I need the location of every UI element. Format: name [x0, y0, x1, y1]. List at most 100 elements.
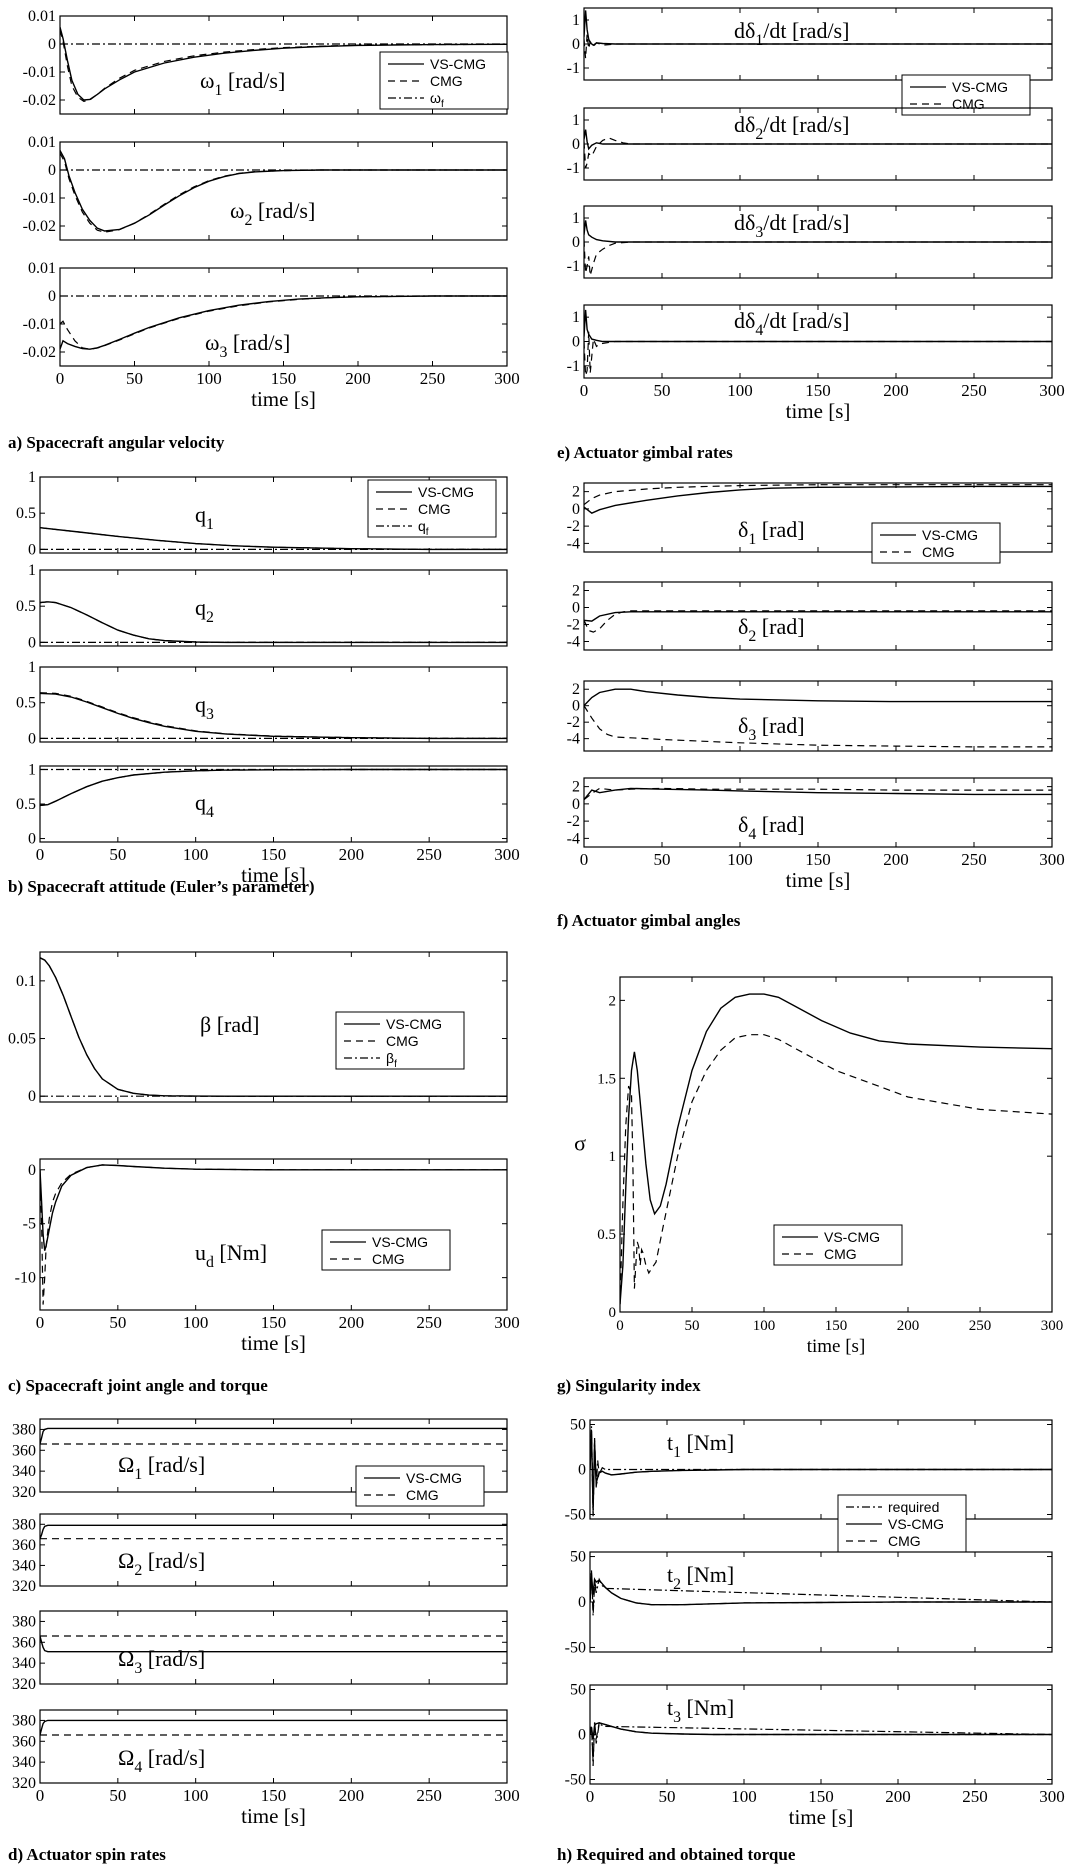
chart-d3: 380 360 340 320 Ω3 [rad/s]: [12, 1610, 508, 1693]
caption-d: d) Actuator spin rates: [8, 1845, 166, 1864]
plot-frame: [39, 1610, 508, 1685]
panel-quantity-label: q4: [195, 790, 214, 821]
y-tick-label: -10: [15, 1270, 36, 1287]
plot-frame: [583, 680, 1053, 752]
y-tick-label: -4: [567, 731, 580, 748]
x-tick-label: 100: [727, 381, 753, 400]
x-tick-label: 150: [805, 850, 831, 869]
panel-quantity-label: δ3 [rad]: [738, 713, 805, 744]
series-line-vs-cmg: [584, 611, 1052, 622]
y-tick-label: 2: [572, 681, 580, 698]
x-tick-label: 200: [883, 850, 909, 869]
y-tick-label: -1: [567, 258, 580, 275]
panel-quantity-label: δ2 [rad]: [738, 614, 805, 645]
legend-box: [773, 1224, 903, 1266]
y-tick-label: 1: [28, 659, 36, 676]
y-tick-label: -2: [567, 714, 580, 731]
y-tick-label: 360: [12, 1442, 36, 1459]
x-tick-label: 0: [580, 850, 589, 869]
chart-g: 2 1.5 1 0.5 00 50 100 150 200 250 300 time [s] σ VS-C…: [574, 976, 1064, 1357]
panel-quantity-label: ω1 [rad/s]: [200, 68, 285, 99]
series-line-vs-cmg: [40, 1635, 507, 1653]
plot-frame: [39, 476, 508, 554]
y-tick-label: 320: [12, 1578, 36, 1595]
x-tick-label: 50: [109, 1786, 126, 1805]
x-tick-label: 300: [494, 1313, 520, 1332]
chart-d2: 380 360 340 320 Ω2 [rad/s]: [12, 1513, 508, 1595]
legend-label: CMG: [952, 96, 985, 112]
x-tick-label: 150: [271, 369, 297, 388]
y-tick-label: -2: [567, 617, 580, 634]
y-tick-label: 50: [570, 1682, 586, 1699]
x-tick-label: 200: [883, 381, 909, 400]
x-axis-label: time [s]: [241, 1804, 306, 1828]
y-tick-label: 1.5: [597, 1071, 616, 1087]
x-tick-label: 0: [616, 1318, 624, 1334]
series-line-cmg: [60, 152, 507, 233]
x-tick-label: 300: [1041, 1318, 1064, 1334]
x-tick-label: 250: [961, 381, 987, 400]
series-line-cmg: [590, 1572, 1052, 1612]
y-tick-label: 0.01: [28, 260, 56, 277]
series-line-vs-cmg: [584, 787, 1052, 801]
legend-label: required: [888, 1499, 939, 1515]
series-line-cmg: [584, 34, 1052, 59]
x-tick-label: 50: [654, 381, 671, 400]
y-tick-label: -0.02: [23, 344, 56, 361]
series-line-cmg: [584, 787, 1052, 801]
series-line-vs-cmg: [584, 309, 1052, 343]
x-tick-label: 300: [494, 369, 520, 388]
panel-quantity-label: q2: [195, 595, 214, 626]
y-tick-label: 360: [12, 1634, 36, 1651]
y-tick-label: 1: [28, 469, 36, 486]
panel-quantity-label: δ1 [rad]: [738, 517, 805, 548]
x-tick-label: 300: [1039, 850, 1065, 869]
x-tick-label: 50: [109, 845, 126, 864]
x-tick-label: 100: [183, 1786, 209, 1805]
panel-quantity-label: δ4 [rad]: [738, 812, 805, 843]
y-tick-label: 0.5: [16, 598, 36, 615]
panel-quantity-label: dδ3/dt [rad/s]: [734, 210, 849, 241]
x-tick-label: 100: [183, 1313, 209, 1332]
chart-e3: 1 0 -1 dδ3/dt [rad/s]: [567, 205, 1053, 279]
plot-frame: [39, 951, 508, 1103]
series-line-vs-cmg: [584, 485, 1052, 515]
y-tick-label: 380: [12, 1712, 36, 1729]
x-axis-label: time [s]: [807, 1336, 866, 1357]
panel-quantity-label: Ω3 [rad/s]: [118, 1646, 205, 1677]
chart-a2: 0.01 0 -0.01 -0.02 ω2 [rad/s]: [23, 134, 508, 241]
x-tick-label: 0: [56, 369, 65, 388]
y-tick-label: -2: [567, 518, 580, 535]
series-line-vs-cmg: [584, 688, 1052, 707]
panel-quantity-label: dδ4/dt [rad/s]: [734, 308, 849, 339]
y-tick-label: 1: [572, 309, 580, 326]
series-line-cmg: [60, 295, 507, 350]
x-tick-label: 100: [731, 1787, 757, 1806]
y-tick-label: -5: [23, 1216, 36, 1233]
chart-h2: 50 0 -50 t2 [Nm]: [565, 1549, 1053, 1656]
panel-quantity-label: Ω4 [rad/s]: [118, 1745, 205, 1776]
series-line-cmg: [584, 239, 1052, 276]
series-line-cmg: [40, 601, 507, 644]
y-tick-label: 340: [12, 1754, 36, 1771]
series-line-cmg: [584, 610, 1052, 633]
x-tick-label: 100: [183, 845, 209, 864]
y-tick-label: -0.01: [23, 316, 56, 333]
x-tick-label: 300: [494, 845, 520, 864]
legend-label: CMG: [406, 1487, 439, 1503]
y-tick-label: 0: [28, 1162, 36, 1179]
series-line-cmg: [590, 1429, 1052, 1515]
series-line-vs-cmg: [40, 1427, 507, 1445]
x-tick-label: 300: [494, 1786, 520, 1805]
x-axis-label: time [s]: [786, 399, 851, 423]
plot-frame: [589, 1419, 1053, 1520]
y-tick-label: 320: [12, 1484, 36, 1501]
legend-label: VS-CMG: [430, 56, 486, 72]
y-tick-label: 0: [48, 36, 56, 53]
